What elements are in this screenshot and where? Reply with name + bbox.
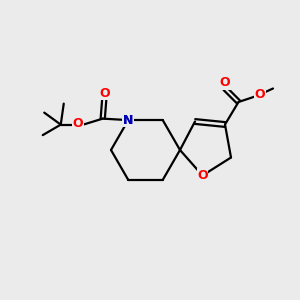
Text: O: O: [255, 88, 266, 101]
Text: N: N: [123, 114, 134, 127]
Text: O: O: [197, 169, 208, 182]
Text: N: N: [123, 114, 134, 127]
Text: O: O: [220, 76, 230, 89]
Text: O: O: [73, 117, 83, 130]
Text: O: O: [99, 87, 110, 100]
